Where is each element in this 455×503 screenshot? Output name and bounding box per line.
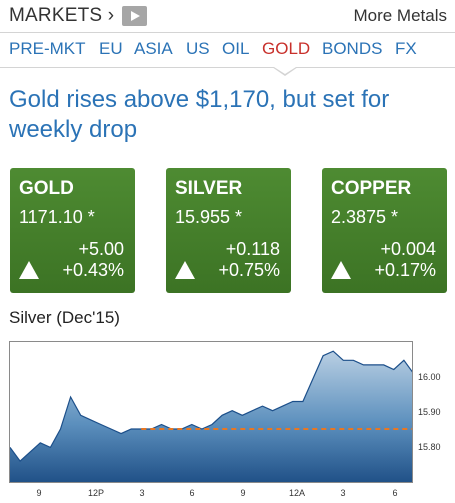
price-area: [10, 351, 412, 482]
active-tab-pointer-fill: [274, 67, 296, 74]
copper-quote-card[interactable]: COPPER 2.3875 * +0.004 +0.17%: [322, 168, 447, 293]
x-tick-label: 9: [240, 488, 246, 498]
market-tabs: PRE-MKT EU ASIA US OIL GOLD BONDS FX: [0, 33, 455, 75]
card-price: 2.3875 *: [331, 207, 399, 227]
more-metals-link[interactable]: More Metals: [353, 6, 447, 25]
tab-oil[interactable]: OIL: [222, 39, 250, 58]
card-change: +0.118: [225, 239, 280, 259]
x-tick-label: 6: [189, 488, 195, 498]
tab-gold[interactable]: GOLD: [262, 39, 311, 58]
markets-link[interactable]: MARKETS ›: [9, 5, 115, 26]
tab-asia[interactable]: ASIA: [134, 39, 173, 58]
card-name: SILVER: [175, 178, 243, 199]
markets-header: MARKETS › More Metals: [0, 0, 455, 32]
x-tick-label: 3: [139, 488, 145, 498]
silver-price-chart[interactable]: 16.00 15.90 15.80 9 12P 3 6 9 12A 3 6: [0, 338, 455, 503]
y-tick-label: 15.80: [418, 442, 441, 452]
chart-svg: [10, 350, 412, 482]
card-percent-change: +0.43%: [62, 260, 124, 280]
x-tick-label: 12A: [288, 488, 306, 498]
chart-title: Silver (Dec'15): [9, 308, 120, 327]
play-video-icon[interactable]: [122, 6, 147, 26]
x-tick-label: 6: [392, 488, 398, 498]
header-divider: [0, 32, 455, 33]
up-arrow-icon: [19, 261, 39, 279]
card-change: +0.004: [380, 239, 436, 259]
x-tick-label: 9: [36, 488, 42, 498]
tab-us[interactable]: US: [186, 39, 210, 58]
card-percent-change: +0.75%: [218, 260, 280, 280]
tab-pre-mkt[interactable]: PRE-MKT: [9, 39, 86, 58]
y-tick-label: 15.90: [418, 407, 441, 417]
gold-quote-card[interactable]: GOLD 1171.10 * +5.00 +0.43%: [10, 168, 135, 293]
chart-plot-area: [9, 341, 413, 483]
up-arrow-icon: [331, 261, 351, 279]
price-line: [10, 350, 412, 462]
card-name: GOLD: [19, 178, 74, 199]
silver-quote-card[interactable]: SILVER 15.955 * +0.118 +0.75%: [166, 168, 291, 293]
x-tick-label: 12P: [87, 488, 105, 498]
x-tick-label: 3: [340, 488, 346, 498]
card-change: +5.00: [78, 239, 124, 259]
tab-bonds[interactable]: BONDS: [322, 39, 383, 58]
y-tick-label: 16.00: [418, 372, 441, 382]
tab-eu[interactable]: EU: [99, 39, 123, 58]
headline-link[interactable]: Gold rises above $1,170, but set for wee…: [9, 86, 390, 143]
card-name: COPPER: [331, 178, 412, 199]
card-percent-change: +0.17%: [374, 260, 436, 280]
card-price: 1171.10 *: [19, 207, 95, 227]
up-arrow-icon: [175, 261, 195, 279]
tab-fx[interactable]: FX: [395, 39, 417, 58]
card-price: 15.955 *: [175, 207, 243, 227]
tabs-divider: [0, 67, 455, 68]
